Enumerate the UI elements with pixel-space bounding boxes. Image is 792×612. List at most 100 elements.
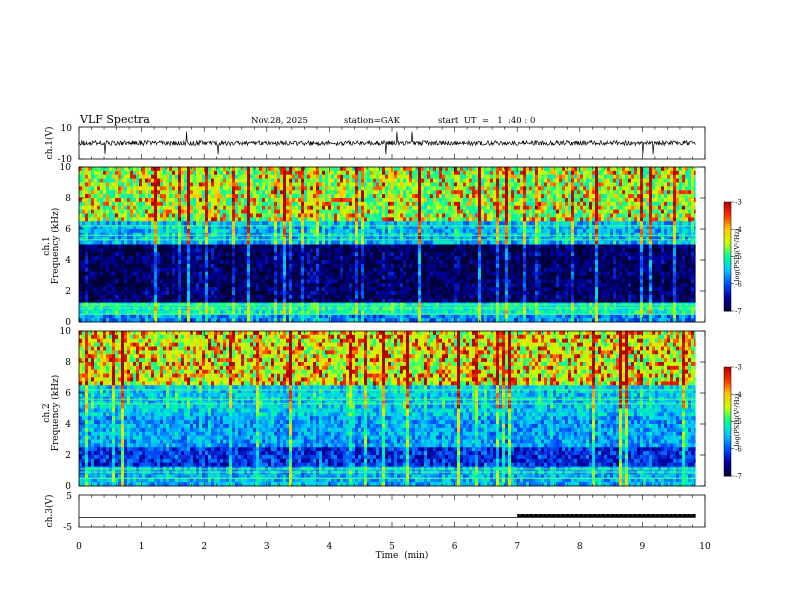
spectrogram-cell [643, 213, 647, 218]
spectrogram-cell [184, 252, 188, 257]
spectrogram-cell [271, 170, 275, 176]
ch1-waveform-ylabel: ch.1(V) [44, 127, 55, 160]
spectrogram-cell [604, 236, 608, 242]
spectrogram-cell [202, 170, 206, 176]
spectrogram-cell [478, 252, 482, 257]
spectrogram-cell [265, 256, 269, 261]
spectrogram-cell [439, 244, 443, 249]
ch1-waveform-trace [78, 126, 696, 160]
spectrogram-cell [343, 190, 347, 195]
spectrogram-cell [397, 182, 401, 187]
spectrogram-cell [382, 205, 386, 211]
spectrogram-cell [574, 244, 578, 249]
spectrogram-cell [427, 252, 431, 257]
spectrogram-cell [130, 244, 134, 249]
spectrogram-cell [139, 194, 143, 199]
spectrogram-cell [583, 248, 587, 253]
spectrogram-cell [508, 190, 512, 195]
spectrogram-cell [391, 252, 395, 257]
spectrogram-cell [478, 248, 482, 253]
spectrogram-cell [601, 217, 605, 222]
spectrogram-cell [586, 248, 590, 253]
spectrogram-cell [295, 167, 299, 172]
spectrogram-cell [373, 178, 377, 183]
spectrogram-cell [652, 194, 656, 199]
spectrogram-cell [226, 190, 230, 195]
spectrogram-cell [85, 229, 89, 234]
spectrogram-cell [301, 201, 305, 207]
spectrogram-cell [490, 190, 494, 195]
spectrogram-cell [685, 198, 689, 203]
spectrogram-cell [226, 186, 230, 191]
spectrogram-cell [163, 170, 167, 176]
spectrogram-cell [550, 186, 554, 191]
spectrogram-cell [259, 178, 263, 183]
spectrogram-cell [547, 244, 551, 249]
spectrogram-cell [487, 213, 491, 218]
spectrogram-cell [583, 240, 587, 245]
spectrogram-cell [415, 256, 419, 261]
spectrogram-cell [151, 240, 155, 245]
spectrogram-cell [199, 198, 203, 203]
spectrogram-cell [478, 170, 482, 176]
spectrogram-cell [307, 252, 311, 257]
spectrogram-cell [349, 213, 353, 218]
spectrogram-cell [559, 186, 563, 191]
spectrogram-cell [643, 201, 647, 207]
spectrogram-cell [535, 198, 539, 203]
spectrogram-cell [604, 252, 608, 257]
spectrogram-cell [589, 217, 593, 222]
spectrogram-cell [220, 244, 224, 249]
spectrogram-cell [577, 190, 581, 195]
spectrogram-cell [574, 182, 578, 187]
spectrogram-cell [199, 174, 203, 180]
spectrogram-cell [586, 209, 590, 214]
spectrogram-cell [688, 201, 692, 207]
spectrogram-cell [283, 252, 287, 257]
spectrogram-cell [679, 248, 683, 253]
spectrogram-cell [367, 201, 371, 207]
spectrogram-cell [166, 244, 170, 249]
spectrogram-cell [484, 174, 488, 180]
spectrogram-cell [331, 201, 335, 207]
spectrogram-cell [211, 213, 215, 218]
spectrogram-cell [133, 248, 137, 253]
spectrogram-cell [154, 198, 158, 203]
spectrogram-cell [184, 205, 188, 211]
spectrogram-cell [595, 167, 599, 172]
spectrogram-cell [88, 198, 92, 203]
spectrogram-cell [118, 182, 122, 187]
spectrogram-cell [649, 217, 653, 222]
spectrogram-cell [202, 240, 206, 245]
spectrogram-cell [679, 229, 683, 234]
spectrogram-cell [598, 217, 602, 222]
spectrogram-cell [607, 229, 611, 234]
spectrogram-cell [658, 201, 662, 207]
spectrogram-cell [268, 182, 272, 187]
spectrogram-cell [469, 217, 473, 222]
spectrogram-cell [295, 221, 299, 226]
spectrogram-cell [175, 182, 179, 187]
spectrogram-cell [400, 190, 404, 195]
spectrogram-cell [646, 178, 650, 183]
spectrogram-cell [304, 182, 308, 187]
spectrogram-cell [187, 205, 191, 211]
spectrogram-cell [286, 198, 290, 203]
spectrogram-cell [82, 236, 86, 242]
spectrogram-cell [634, 186, 638, 191]
spectrogram-cell [655, 205, 659, 211]
spectrogram-cell [259, 252, 263, 257]
spectrogram-cell [625, 198, 629, 203]
spectrogram-cell [79, 205, 83, 211]
spectrogram-cell [673, 170, 677, 176]
spectrogram-cell [556, 236, 560, 242]
spectrogram-cell [580, 167, 584, 172]
spectrogram-cell [280, 194, 284, 199]
spectrogram-cell [301, 174, 305, 180]
spectrogram-cell [181, 205, 185, 211]
spectrogram-cell [316, 236, 320, 242]
spectrogram-cell [172, 178, 176, 183]
spectrogram-cell [247, 170, 251, 176]
spectrogram-cell [649, 209, 653, 214]
spectrogram-cell [646, 205, 650, 211]
